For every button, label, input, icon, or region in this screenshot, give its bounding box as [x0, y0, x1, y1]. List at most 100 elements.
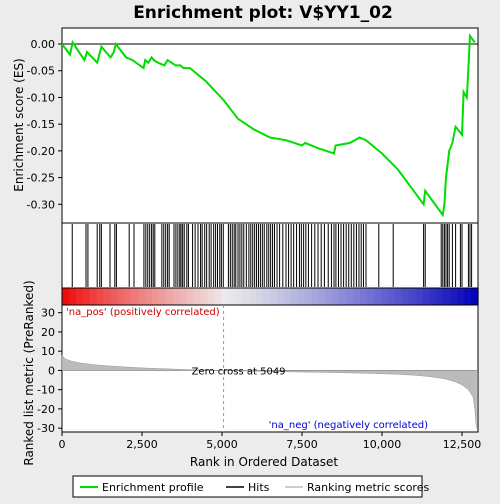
rank-bar-segment	[408, 288, 417, 305]
metric-y-tick-label: 0	[48, 364, 55, 377]
hits-panel	[61, 222, 479, 289]
rank-bar-segment	[193, 288, 202, 305]
es-y-tick-label: 0.00	[31, 38, 56, 51]
rank-bar-segment	[110, 288, 119, 305]
pos-correlated-label: 'na_pos' (positively correlated)	[66, 307, 220, 318]
rank-bar-segment	[325, 288, 333, 305]
es-y-tick-label: -0.30	[27, 198, 55, 211]
rank-bar-segment	[124, 288, 132, 305]
rank-bar-segment	[339, 288, 347, 305]
metric-panel: 30 20 10 0 -10 -20 -30 Zero cross at 5049 'na_po…	[37, 304, 479, 435]
metric-y-tick-label: 10	[41, 345, 55, 358]
es-y-tick-label: -0.05	[27, 65, 55, 78]
rank-bar-segment	[436, 288, 444, 305]
metric-y-tick-label: 20	[41, 326, 55, 339]
rank-bar-segment	[138, 288, 146, 305]
x-tick-label: 5,000	[206, 438, 238, 451]
es-y-tick-label: -0.10	[27, 91, 55, 104]
rank-bar-segment	[242, 288, 250, 305]
legend-item-hits: Hits	[248, 481, 270, 494]
rank-bar-segment	[117, 288, 125, 305]
x-tick-label: 12,500	[443, 438, 482, 451]
rank-bar-segment	[207, 288, 216, 305]
rank-bar-segment	[62, 288, 70, 305]
legend-box	[72, 475, 423, 498]
rank-bar-segment	[311, 288, 320, 305]
es-y-tick-label: -0.20	[27, 145, 55, 158]
es-y-tick-label: -0.25	[27, 172, 55, 185]
rank-bar-segment	[283, 288, 292, 305]
rank-bar-segment	[450, 288, 458, 305]
metric-y-tick-label: -30	[37, 422, 55, 435]
legend-item-enrichment-profile: Enrichment profile	[102, 481, 204, 494]
es-panel: 0.00 -0.05 -0.10 -0.15 -0.20 -0.25 -0.30	[27, 27, 479, 224]
rank-bar-segment	[89, 288, 98, 305]
rank-bar-segment	[304, 288, 313, 305]
rank-bar-segment	[68, 288, 77, 305]
rank-bar-segment	[214, 288, 223, 305]
rank-bar-segment	[394, 288, 403, 305]
rank-bar-segment	[228, 288, 236, 305]
rank-bar-segment	[235, 288, 243, 305]
rank-bar-segment	[457, 288, 465, 305]
rank-bar-segment	[367, 288, 375, 305]
rank-bar-segment	[270, 288, 278, 305]
chart-title: Enrichment plot: V$YY1_02	[133, 3, 393, 23]
enrichment-profile-line	[61, 33, 476, 218]
rank-bar-segment	[443, 288, 451, 305]
rank-bar-segment	[75, 288, 84, 305]
x-tick-label: 7,500	[286, 438, 318, 451]
rank-bar-segment	[256, 288, 264, 305]
rank-bar-segment	[103, 288, 112, 305]
rank-bar-segment	[166, 288, 174, 305]
rank-bar-segment	[387, 288, 396, 305]
legend-item-ranking-metric: Ranking metric scores	[307, 481, 429, 494]
rank-bar-segment	[318, 288, 327, 305]
x-tick-label: 10,000	[363, 438, 402, 451]
x-axis-label: Rank in Ordered Dataset	[190, 455, 338, 469]
rank-bar-segment	[401, 288, 410, 305]
rank-bar-segment	[346, 288, 354, 305]
rank-bar-segment	[422, 288, 431, 305]
es-y-tick-label: -0.15	[27, 118, 55, 131]
legend: Enrichment profile Hits Ranking metric sco…	[72, 475, 429, 498]
rank-bar-segment	[276, 288, 285, 305]
rank-bar-segment	[145, 288, 153, 305]
metric-y-tick-label: -20	[37, 403, 55, 416]
rank-bar-segment	[374, 288, 382, 305]
rank-bar-segment	[96, 288, 105, 305]
es-y-axis-label: Enrichment score (ES)	[12, 58, 26, 191]
rank-bar-segment	[360, 288, 368, 305]
rank-color-bar	[61, 287, 479, 306]
rank-bar-segment	[200, 288, 209, 305]
metric-y-tick-label: 30	[41, 307, 55, 320]
rank-bar-segment	[221, 288, 229, 305]
rank-bar-segment	[471, 288, 479, 305]
zero-cross-label: Zero cross at 5049	[192, 366, 286, 377]
rank-bar-segment	[353, 288, 361, 305]
rank-bar-segment	[186, 288, 195, 305]
x-axis: 0 2,500 5,000 7,500 10,000 12,500	[59, 432, 482, 451]
rank-bar-segment	[290, 288, 299, 305]
rank-bar-segment	[332, 288, 340, 305]
rank-bar-segment	[464, 288, 472, 305]
metric-y-axis-label: Ranked list metric (PreRanked)	[22, 280, 36, 465]
rank-bar-segment	[172, 288, 181, 305]
rank-bar-segment	[179, 288, 188, 305]
rank-bar-segment	[159, 288, 167, 305]
rank-bar-segment	[297, 288, 306, 305]
x-tick-label: 0	[59, 438, 66, 451]
rank-bar-segment	[82, 288, 91, 305]
hits-panel-frame	[61, 222, 479, 289]
metric-y-tick-label: -10	[37, 384, 55, 397]
rank-bar-segment	[152, 288, 160, 305]
rank-bar-segment	[380, 288, 389, 305]
rank-bar-segment	[263, 288, 271, 305]
rank-bar-segment	[249, 288, 257, 305]
rank-bar-segment	[429, 288, 437, 305]
rank-bar-segment	[415, 288, 424, 305]
neg-correlated-label: 'na_neg' (negatively correlated)	[269, 420, 428, 431]
x-tick-label: 2,500	[126, 438, 158, 451]
